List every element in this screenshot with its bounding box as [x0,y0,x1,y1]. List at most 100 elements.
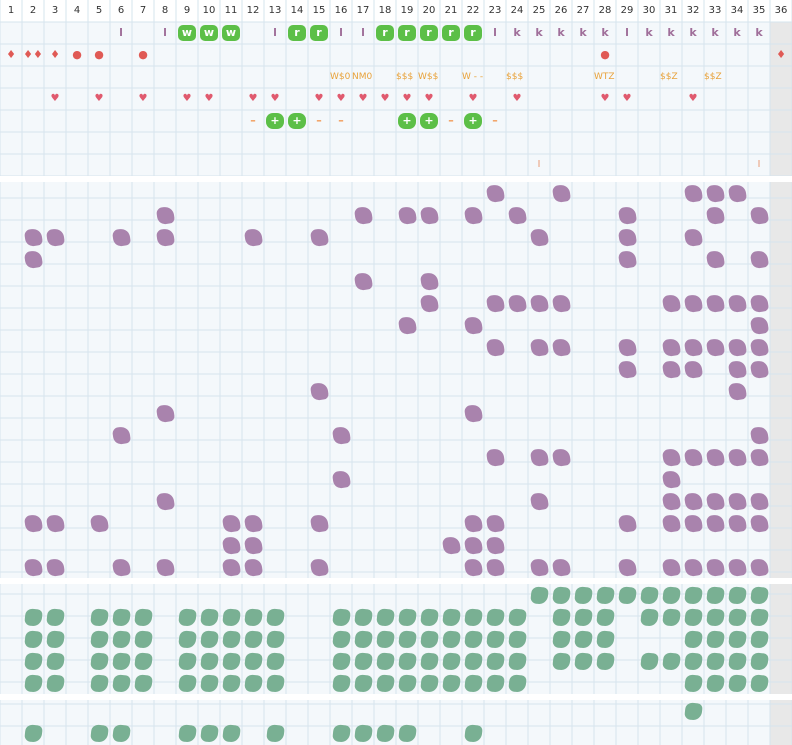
heart-cell[interactable]: ♥ [94,93,104,104]
letter-cell[interactable]: l [273,26,277,39]
column-header-6[interactable]: 6 [117,5,125,16]
column-header-25[interactable]: 25 [532,5,546,16]
gold-label-cell[interactable]: NM0 [352,72,373,82]
column-header-19[interactable]: 19 [400,5,414,16]
letter-cell[interactable]: l [493,26,497,39]
letter-cell[interactable]: l [163,26,167,39]
gold-label-cell[interactable]: $$Z [704,72,722,82]
letter-cell[interactable]: k [733,26,741,39]
heart-cell[interactable]: ♥ [512,93,522,104]
tick-cell[interactable]: l [537,160,541,170]
column-header-14[interactable]: 14 [290,5,304,16]
gold-label-cell[interactable]: W$$ [418,72,439,82]
red-marker-cell[interactable]: ♦ [6,48,16,61]
green-badge-cell[interactable]: r [442,25,460,41]
gold-label-cell[interactable]: $$$ [506,72,524,82]
letter-cell[interactable]: k [557,26,565,39]
column-header-3[interactable]: 3 [51,5,59,16]
heart-cell[interactable]: ♥ [622,93,632,104]
red-marker-cell[interactable]: ● [94,48,104,61]
heart-cell[interactable]: ♥ [688,93,698,104]
column-header-35[interactable]: 35 [752,5,766,16]
column-header-28[interactable]: 28 [598,5,612,16]
column-header-4[interactable]: 4 [73,5,81,16]
column-header-32[interactable]: 32 [686,5,700,16]
column-header-36[interactable]: 36 [774,5,788,16]
green-badge-cell[interactable]: r [420,25,438,41]
column-header-13[interactable]: 13 [268,5,282,16]
plus-badge-cell[interactable]: + [464,113,482,129]
letter-cell[interactable]: k [535,26,543,39]
letter-cell[interactable]: k [689,26,697,39]
column-header-31[interactable]: 31 [664,5,678,16]
tick-cell[interactable]: l [757,160,761,170]
heart-cell[interactable]: ♥ [138,93,148,104]
column-header-16[interactable]: 16 [334,5,348,16]
letter-cell[interactable]: k [513,26,521,39]
green-badge-cell[interactable]: r [310,25,328,41]
letter-cell[interactable]: l [625,26,629,39]
column-header-8[interactable]: 8 [161,5,169,16]
column-header-29[interactable]: 29 [620,5,634,16]
column-header-24[interactable]: 24 [510,5,524,16]
column-header-22[interactable]: 22 [466,5,480,16]
plus-badge-cell[interactable]: + [266,113,284,129]
heart-cell[interactable]: ♥ [468,93,478,104]
letter-cell[interactable]: k [755,26,763,39]
green-badge-cell[interactable]: r [288,25,306,41]
heart-cell[interactable]: ♥ [336,93,346,104]
column-header-27[interactable]: 27 [576,5,590,16]
letter-cell[interactable]: l [119,26,123,39]
gold-label-cell[interactable]: W$0 [330,72,351,82]
column-header-2[interactable]: 2 [29,5,37,16]
red-marker-cell[interactable]: ♦ [50,48,60,61]
gold-label-cell[interactable]: $$Z [660,72,678,82]
column-header-26[interactable]: 26 [554,5,568,16]
heart-cell[interactable]: ♥ [248,93,258,104]
letter-cell[interactable]: l [361,26,365,39]
gold-label-cell[interactable]: WTZ [594,72,615,82]
plus-badge-cell[interactable]: + [288,113,306,129]
column-header-10[interactable]: 10 [202,5,216,16]
column-header-23[interactable]: 23 [488,5,502,16]
red-marker-cell[interactable]: ♦ [776,48,786,61]
gold-label-cell[interactable]: W - - [462,72,484,82]
green-badge-cell[interactable]: r [464,25,482,41]
column-header-12[interactable]: 12 [246,5,260,16]
green-badge-cell[interactable]: w [222,25,240,41]
heart-cell[interactable]: ♥ [270,93,280,104]
heart-cell[interactable]: ♥ [402,93,412,104]
column-header-30[interactable]: 30 [642,5,656,16]
heart-cell[interactable]: ♥ [380,93,390,104]
dash-cell[interactable]: – [338,114,344,127]
heart-cell[interactable]: ♥ [314,93,324,104]
letter-cell[interactable]: k [667,26,675,39]
letter-cell[interactable]: l [339,26,343,39]
letter-cell[interactable]: k [601,26,609,39]
red-marker-cell[interactable]: ● [138,48,148,61]
dash-cell[interactable]: – [250,114,256,127]
red-marker-cell[interactable]: ● [600,48,610,61]
green-badge-cell[interactable]: w [178,25,196,41]
heart-cell[interactable]: ♥ [50,93,60,104]
column-header-18[interactable]: 18 [378,5,392,16]
column-header-5[interactable]: 5 [95,5,103,16]
letter-cell[interactable]: k [711,26,719,39]
plus-badge-cell[interactable]: + [398,113,416,129]
red-marker-cell[interactable]: ♦♦ [23,48,43,61]
gold-label-cell[interactable]: $$$ [396,72,414,82]
letter-cell[interactable]: k [645,26,653,39]
dash-cell[interactable]: – [316,114,322,127]
red-marker-cell[interactable]: ● [72,48,82,61]
column-header-33[interactable]: 33 [708,5,722,16]
letter-cell[interactable]: k [579,26,587,39]
column-header-9[interactable]: 9 [183,5,191,16]
green-badge-cell[interactable]: w [200,25,218,41]
dash-cell[interactable]: – [448,114,454,127]
column-header-15[interactable]: 15 [312,5,326,16]
column-header-11[interactable]: 11 [224,5,238,16]
heart-cell[interactable]: ♥ [424,93,434,104]
plus-badge-cell[interactable]: + [420,113,438,129]
heart-cell[interactable]: ♥ [600,93,610,104]
column-header-17[interactable]: 17 [356,5,370,16]
